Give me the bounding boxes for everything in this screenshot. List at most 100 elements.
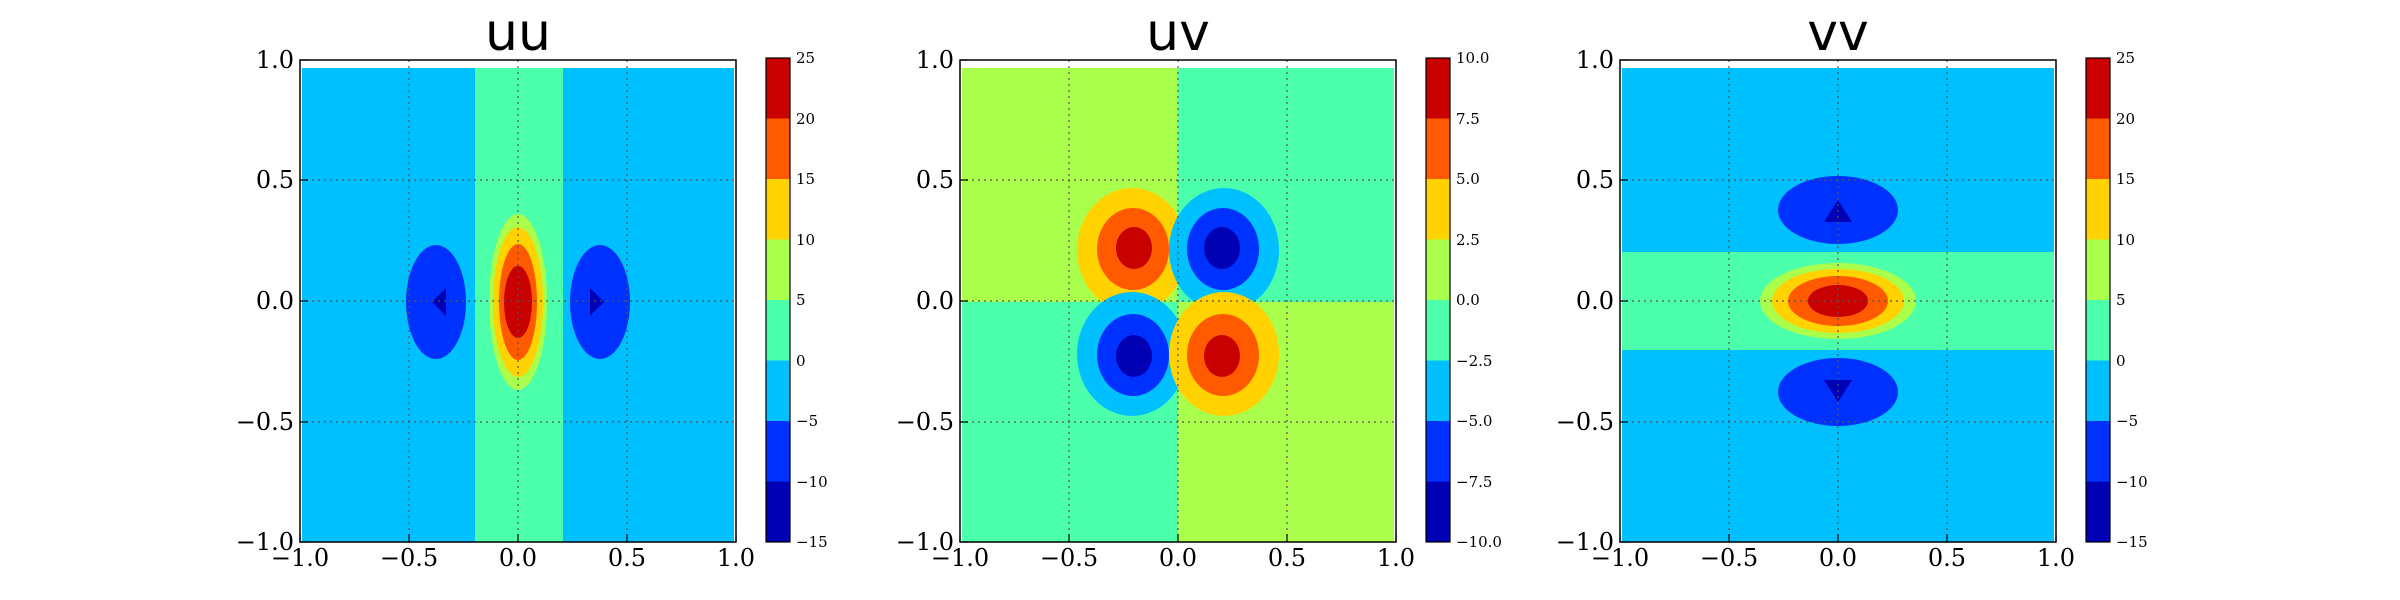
colorbar-label: 10.0 [1456,49,1489,67]
y-tick-labels-uv: 1.0 0.5 0.0 −0.5 −1.0 [896,46,954,556]
colorbar-segment [1426,239,1450,300]
grid-uv [960,60,1396,542]
colorbar-label: 15 [2116,170,2135,188]
x-tick-label: −0.5 [1700,544,1758,572]
negative-blob-upper-right-core [1204,227,1240,269]
colorbar-label: −5 [796,412,818,430]
colorbar-segment [1426,179,1450,240]
colorbar-segment [766,481,790,542]
y-tick-label: −1.0 [236,528,294,556]
y-tick-label: 0.0 [256,287,294,315]
grid-vv [1620,60,2056,542]
plot-area-vv [1622,68,2054,542]
colorbar-label: 10 [796,231,815,249]
colorbar-segment [2086,58,2110,119]
panel-uv: uv [896,3,1502,572]
y-tick-label: 0.5 [256,166,294,194]
colorbar-label: −15 [796,533,828,551]
x-tick-label: −0.5 [380,544,438,572]
colorbar-segment [1426,118,1450,179]
y-tick-label: −1.0 [1556,528,1614,556]
colorbar-vv: 25 20 15 10 5 0 −5 −10 −15 [2085,49,2148,551]
y-tick-label: 1.0 [256,46,294,74]
colorbar-segment [766,118,790,179]
colorbar-label: 5 [2116,291,2126,309]
colorbar-label: 20 [796,110,815,128]
panel-title-vv: vv [1807,3,1869,63]
colorbar-frame [1425,57,1451,543]
x-tick-label: 0.5 [1928,544,1966,572]
colorbar-label: −10 [796,473,828,491]
colorbar-label: −2.5 [1456,352,1492,370]
colorbar-uv: 10.0 7.5 5.0 2.5 0.0 −2.5 −5.0 −7.5 −10.… [1425,49,1502,551]
colorbar-frame [2085,57,2111,543]
negative-core-left [432,288,446,316]
ticks-uu [299,59,737,543]
grid-uu [300,60,736,542]
positive-blob-upper-left-core [1116,227,1152,269]
colorbar-label: 25 [2116,49,2135,67]
colorbar-segment [766,58,790,119]
x-tick-label: −1.0 [271,544,329,572]
colorbar-segment [1426,421,1450,482]
colorbar-uu: 25 20 15 10 5 0 −5 −10 −15 [765,49,828,551]
panel-title-uu: uu [485,3,551,63]
colorbar-label: 15 [796,170,815,188]
x-tick-label: 0.0 [499,544,537,572]
x-tick-label: −1.0 [931,544,989,572]
colorbar-segment [766,421,790,482]
y-tick-label: −0.5 [236,408,294,436]
colorbar-label: 7.5 [1456,110,1480,128]
negative-blob-lower-left-core [1116,335,1152,377]
y-tick-label: 1.0 [1576,46,1614,74]
colorbar-segment [2086,421,2110,482]
colorbar-frame [765,57,791,543]
colorbar-segment [2086,118,2110,179]
colorbar-label: 2.5 [1456,231,1480,249]
colorbar-segment [766,239,790,300]
panel-uu: uu [236,3,828,572]
x-tick-labels-uu: −1.0 −0.5 0.0 0.5 1.0 [271,544,755,572]
y-tick-label: 0.5 [1576,166,1614,194]
colorbar-label: 20 [2116,110,2135,128]
colorbar-label: −7.5 [1456,473,1492,491]
colorbar-label: −5.0 [1456,412,1492,430]
y-tick-label: 0.0 [916,287,954,315]
x-tick-label: 0.5 [608,544,646,572]
colorbar-segment [766,360,790,421]
x-tick-label: 1.0 [2037,544,2075,572]
colorbar-label: 5.0 [1456,170,1480,188]
colorbar-label: 0 [2116,352,2126,370]
positive-blob-lower-right-core [1204,335,1240,377]
y-tick-label: 1.0 [916,46,954,74]
y-tick-label: 0.5 [916,166,954,194]
y-tick-label: 0.0 [1576,287,1614,315]
panel-title-uv: uv [1146,3,1210,63]
colorbar-label: 0.0 [1456,291,1480,309]
colorbar-label: 25 [796,49,815,67]
x-tick-label: 1.0 [1377,544,1415,572]
colorbar-label: −10 [2116,473,2148,491]
colorbar-segment [766,300,790,361]
colorbar-label: −15 [2116,533,2148,551]
colorbar-segment [2086,360,2110,421]
colorbar-segment [1426,360,1450,421]
x-tick-label: 0.5 [1268,544,1306,572]
colorbar-segment [2086,300,2110,361]
negative-core-right [590,288,604,316]
colorbar-segment [1426,58,1450,119]
colorbar-label: 5 [796,291,806,309]
x-tick-label: −1.0 [1591,544,1649,572]
x-tick-labels-vv: −1.0 −0.5 0.0 0.5 1.0 [1591,544,2075,572]
x-tick-label: 0.0 [1159,544,1197,572]
colorbar-segment [2086,481,2110,542]
colorbar-segment [1426,481,1450,542]
y-tick-label: −0.5 [896,408,954,436]
plot-area-uu [302,68,734,542]
colorbar-segment [2086,179,2110,240]
ticks-uv [959,59,1397,543]
colorbar-label: −10.0 [1456,533,1502,551]
y-tick-labels-vv: 1.0 0.5 0.0 −0.5 −1.0 [1556,46,1614,556]
colorbar-segment [1426,300,1450,361]
